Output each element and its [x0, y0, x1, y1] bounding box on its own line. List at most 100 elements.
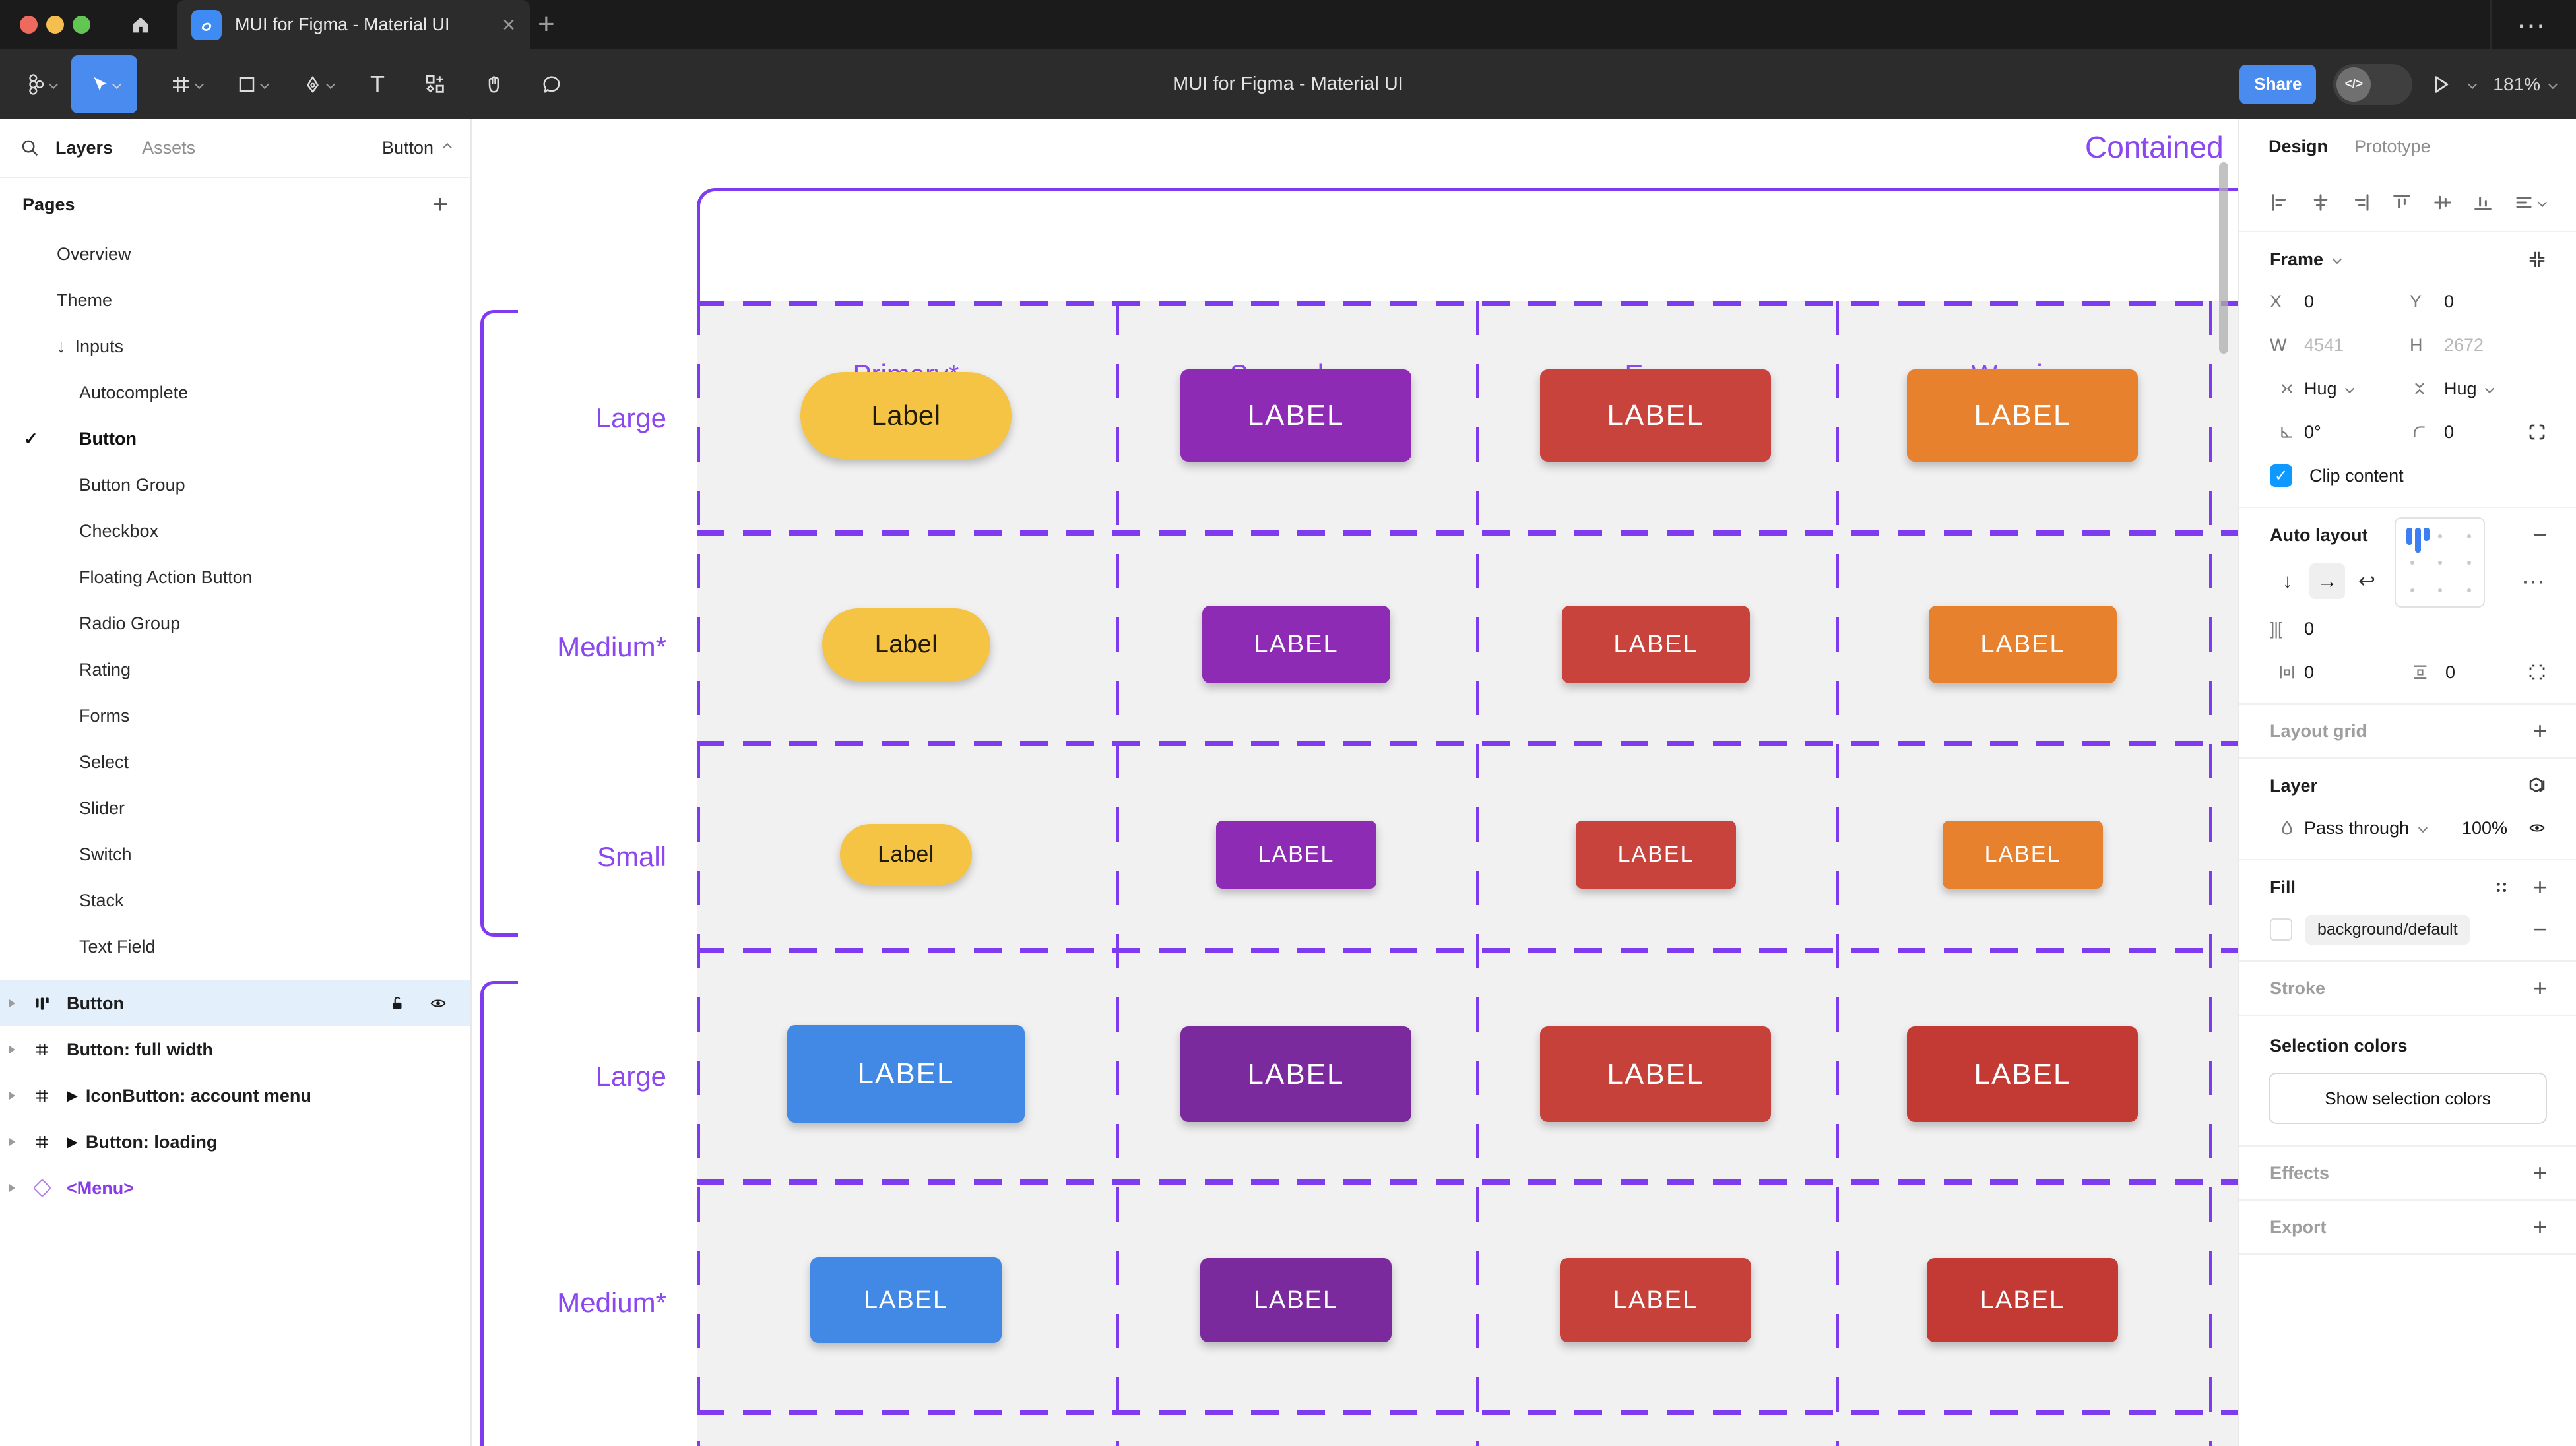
- eye-icon[interactable]: [2527, 819, 2547, 836]
- align-bottom-icon[interactable]: [2473, 193, 2493, 212]
- tab-layers[interactable]: Layers: [55, 137, 113, 158]
- alignment-widget[interactable]: [2395, 517, 2485, 608]
- hug-horizontal-select[interactable]: Hug: [2304, 379, 2354, 399]
- file-tab[interactable]: MUI for Figma - Material UI ×: [177, 0, 530, 49]
- independent-corners-icon[interactable]: [2527, 422, 2547, 442]
- button-large-primary-2[interactable]: LABEL: [787, 1025, 1025, 1123]
- add-layout-grid-button[interactable]: +: [2532, 717, 2547, 744]
- fill-style-chip[interactable]: background/default: [2305, 914, 2470, 945]
- fill-row[interactable]: background/default −: [2239, 908, 2576, 951]
- clip-content-checkbox[interactable]: ✓: [2270, 464, 2292, 487]
- window-more-button[interactable]: ⋯: [2517, 10, 2548, 42]
- page-item-theme[interactable]: Theme: [0, 277, 470, 323]
- remove-fill-button[interactable]: −: [2532, 916, 2547, 943]
- button-medium-secondary-2[interactable]: LABEL: [1200, 1258, 1392, 1342]
- frame-title-label[interactable]: Contained: [2085, 130, 2224, 164]
- button-large-secondary-2[interactable]: LABEL: [1180, 1026, 1411, 1122]
- page-item-overview[interactable]: Overview: [0, 231, 470, 277]
- add-page-button[interactable]: +: [432, 189, 448, 219]
- align-vertical-center-icon[interactable]: [2433, 193, 2453, 212]
- add-effect-button[interactable]: +: [2532, 1159, 2547, 1186]
- home-button[interactable]: [117, 0, 164, 49]
- tab-assets[interactable]: Assets: [142, 137, 196, 158]
- page-item-button[interactable]: ✓ Button: [0, 416, 470, 462]
- zoom-control[interactable]: 181%: [2493, 74, 2558, 95]
- show-selection-colors-button[interactable]: Show selection colors: [2269, 1073, 2547, 1124]
- direction-wrap-button[interactable]: ↩: [2358, 569, 2375, 592]
- align-left-icon[interactable]: [2270, 193, 2290, 212]
- comment-tool-button[interactable]: [527, 49, 577, 119]
- search-icon[interactable]: [20, 138, 40, 158]
- share-button[interactable]: Share: [2239, 64, 2317, 104]
- page-item-forms[interactable]: Forms: [0, 693, 470, 739]
- button-medium-secondary[interactable]: LABEL: [1202, 606, 1390, 683]
- resources-tool-button[interactable]: [410, 49, 461, 119]
- shape-tool-button[interactable]: [226, 49, 278, 119]
- expand-chevron-icon[interactable]: [9, 1184, 15, 1192]
- page-item-radio-group[interactable]: Radio Group: [0, 600, 470, 646]
- expand-chevron-icon[interactable]: [9, 1138, 15, 1146]
- page-item-switch[interactable]: Switch: [0, 831, 470, 877]
- page-item-rating[interactable]: Rating: [0, 646, 470, 693]
- button-large-error-2[interactable]: LABEL: [1540, 1026, 1771, 1122]
- move-tool-button[interactable]: [71, 55, 137, 113]
- add-export-button[interactable]: +: [2532, 1213, 2547, 1240]
- button-medium-warning-2[interactable]: LABEL: [1927, 1258, 2118, 1342]
- layer-row-button-loading[interactable]: ▶ Button: loading: [0, 1119, 470, 1165]
- frame-tool-button[interactable]: [160, 49, 212, 119]
- tab-close-icon[interactable]: ×: [502, 12, 515, 38]
- x-input[interactable]: 0: [2304, 291, 2315, 311]
- chevron-down-icon[interactable]: [2332, 254, 2342, 265]
- button-small-error[interactable]: LABEL: [1576, 821, 1736, 889]
- canvas[interactable]: Contained Primary* Secondary Error Warni…: [472, 119, 2238, 1446]
- direction-horizontal-button[interactable]: →: [2309, 563, 2345, 599]
- expand-chevron-icon[interactable]: [9, 1046, 15, 1053]
- hug-vertical-select[interactable]: Hug: [2444, 379, 2494, 399]
- button-small-secondary[interactable]: LABEL: [1216, 821, 1376, 889]
- auto-layout-more-button[interactable]: ⋯: [2521, 567, 2547, 594]
- button-large-error[interactable]: LABEL: [1540, 369, 1771, 462]
- vertical-padding-input[interactable]: 0: [2445, 662, 2456, 682]
- page-item-select[interactable]: Select: [0, 739, 470, 785]
- expand-chevron-icon[interactable]: [9, 999, 15, 1007]
- direction-vertical-button[interactable]: ↓: [2282, 569, 2293, 592]
- layer-row-button[interactable]: Button: [0, 980, 470, 1026]
- width-input[interactable]: 4541: [2304, 334, 2344, 355]
- height-input[interactable]: 2672: [2444, 334, 2484, 355]
- align-horizontal-center-icon[interactable]: [2311, 193, 2331, 212]
- button-large-warning[interactable]: LABEL: [1907, 369, 2138, 462]
- clip-content-row[interactable]: ✓ Clip content: [2239, 454, 2576, 497]
- pen-tool-button[interactable]: [292, 49, 344, 119]
- present-options-chevron[interactable]: [2468, 79, 2478, 89]
- collapse-icon[interactable]: [2527, 249, 2547, 269]
- page-item-button-group[interactable]: Button Group: [0, 462, 470, 508]
- independent-padding-icon[interactable]: [2527, 662, 2547, 682]
- item-spacing-input[interactable]: 0: [2304, 618, 2315, 639]
- layer-row-iconbutton-account-menu[interactable]: ▶ IconButton: account menu: [0, 1073, 470, 1119]
- frame-section-title[interactable]: Frame: [2270, 249, 2324, 269]
- dev-mode-toggle[interactable]: </>: [2333, 63, 2413, 105]
- page-item-checkbox[interactable]: Checkbox: [0, 508, 470, 554]
- fill-color-swatch[interactable]: [2270, 918, 2292, 941]
- page-selector[interactable]: Button: [382, 138, 453, 158]
- add-fill-button[interactable]: +: [2532, 873, 2547, 900]
- hand-tool-button[interactable]: [468, 49, 519, 119]
- page-item-stack[interactable]: Stack: [0, 877, 470, 924]
- button-large-warning-2[interactable]: LABEL: [1907, 1026, 2138, 1122]
- tab-prototype[interactable]: Prototype: [2354, 136, 2431, 156]
- text-tool-button[interactable]: T: [356, 49, 399, 119]
- unlock-icon[interactable]: [389, 994, 406, 1013]
- page-item-fab[interactable]: Floating Action Button: [0, 554, 470, 600]
- main-menu-button[interactable]: [15, 49, 67, 119]
- page-item-slider[interactable]: Slider: [0, 785, 470, 831]
- button-large-primary[interactable]: Label: [800, 372, 1012, 459]
- button-large-secondary[interactable]: LABEL: [1180, 369, 1411, 462]
- y-input[interactable]: 0: [2444, 291, 2455, 311]
- page-item-autocomplete[interactable]: Autocomplete: [0, 369, 470, 416]
- button-medium-primary-2[interactable]: LABEL: [810, 1257, 1002, 1343]
- canvas-scrollbar[interactable]: [2219, 162, 2228, 354]
- button-medium-warning[interactable]: LABEL: [1929, 606, 2117, 683]
- align-top-icon[interactable]: [2392, 193, 2412, 212]
- corner-radius-input[interactable]: 0: [2444, 422, 2455, 442]
- traffic-minimize-button[interactable]: [46, 16, 64, 34]
